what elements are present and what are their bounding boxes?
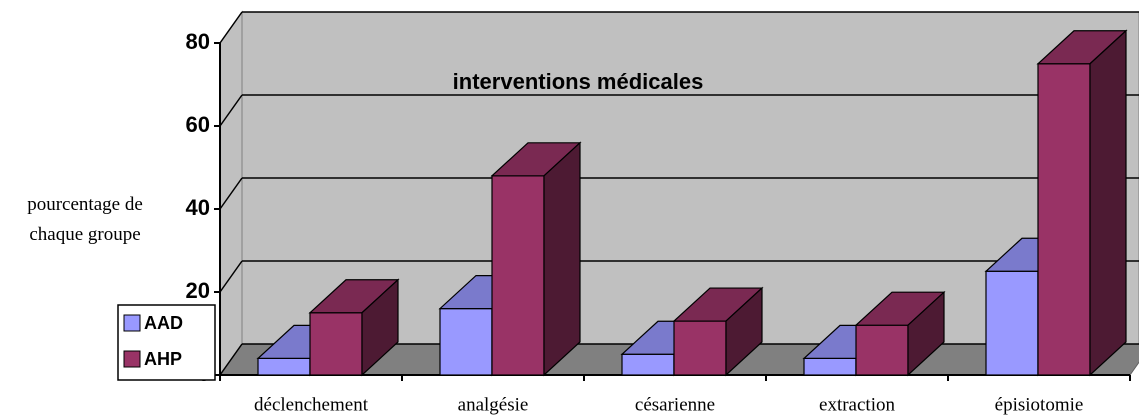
bar-front xyxy=(985,270,1039,376)
bar-front xyxy=(621,353,675,376)
grid-line-side xyxy=(219,343,243,376)
y-tick-label: 80 xyxy=(186,29,210,54)
bar xyxy=(1036,29,1128,377)
y-tick-label: 20 xyxy=(186,278,210,303)
legend-label: AHP xyxy=(144,349,182,369)
bar-front xyxy=(439,308,493,376)
grid-line-side xyxy=(219,94,243,127)
bar xyxy=(854,290,946,377)
x-tick-label: césarienne xyxy=(635,394,715,415)
grid-line-side xyxy=(219,177,243,210)
grid-line-side xyxy=(219,11,243,44)
legend-swatch xyxy=(123,350,141,368)
bar-side xyxy=(1089,29,1127,377)
bar-front xyxy=(309,312,363,376)
y-tick-label: 40 xyxy=(186,195,210,220)
bar xyxy=(490,141,582,377)
bar-front xyxy=(1037,63,1091,376)
chart-title: interventions médicales xyxy=(453,69,704,94)
y-axis-label: pourcentage de chaque groupe xyxy=(27,194,143,245)
x-tick-label: analgésie xyxy=(458,394,529,415)
bar-side xyxy=(907,290,945,377)
y-tick-label: 60 xyxy=(186,112,210,137)
x-tick-label: épisiotomie xyxy=(995,394,1084,415)
x-tick-label: extraction xyxy=(819,394,895,415)
bar-front xyxy=(803,357,857,376)
legend-swatch xyxy=(123,314,141,332)
bar-front xyxy=(855,324,909,376)
x-tick-label: déclenchement xyxy=(254,394,369,415)
bar xyxy=(672,286,764,377)
legend-label: AAD xyxy=(144,313,183,333)
bar-front xyxy=(491,175,545,376)
bar xyxy=(308,278,400,377)
bar-front xyxy=(257,357,311,376)
bar-front xyxy=(673,320,727,376)
bar-side xyxy=(361,278,399,377)
grid-line-side xyxy=(219,260,243,293)
bar-side xyxy=(725,286,763,377)
bar-side xyxy=(543,141,581,377)
